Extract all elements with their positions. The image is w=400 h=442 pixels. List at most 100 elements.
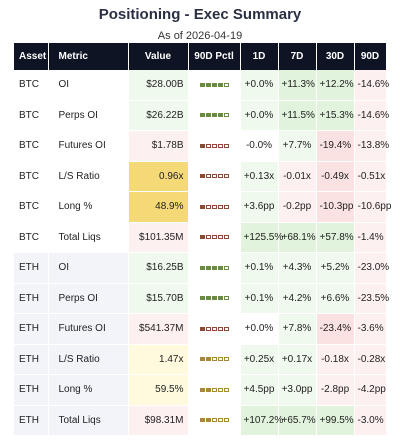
- cell-change-90d: -23.0%: [354, 252, 389, 284]
- cell-asset: ETH: [14, 252, 49, 284]
- cell-value: 0.96x: [128, 161, 189, 192]
- percentile-bar-segment: [217, 82, 223, 87]
- percentile-bar: [199, 235, 229, 240]
- percentile-bar-segment: [223, 113, 229, 118]
- cell-percentile: [188, 344, 241, 375]
- cell-change-1d: +0.0%: [240, 313, 279, 345]
- percentile-bar-segment: [223, 387, 229, 392]
- table-row: ETH Long % 59.5% +4.5pp +3.0pp -2.8pp -4.2pp: [14, 374, 387, 406]
- table-row: ETH Total Liqs $98.31M +107.2% +65.7% +99.5% -…: [14, 405, 387, 436]
- cell-asset: BTC: [14, 100, 49, 131]
- cell-change-90d: -14.6%: [354, 100, 389, 131]
- cell-change-7d: +0.17x: [278, 344, 317, 375]
- cell-asset: BTC: [14, 130, 49, 162]
- percentile-bar-segment: [199, 418, 205, 423]
- column-header-90d[interactable]: 90D: [354, 43, 387, 70]
- column-header-metric[interactable]: Metric: [48, 43, 129, 70]
- percentile-bar-segment: [205, 174, 211, 179]
- cell-change-30d: -19.4%: [316, 130, 355, 162]
- percentile-bar: [199, 296, 229, 301]
- percentile-bar-segment: [217, 265, 223, 270]
- cell-change-90d: -0.51x: [354, 161, 387, 192]
- cell-asset: ETH: [14, 283, 49, 314]
- table-row: BTC Total Liqs $101.35M +125.5% +68.1% +57.8%…: [14, 222, 387, 253]
- column-header-value[interactable]: Value: [128, 43, 189, 70]
- cell-change-90d: -10.6pp: [354, 191, 391, 223]
- cell-metric: L/S Ratio: [48, 344, 129, 375]
- page-title: Positioning - Exec Summary: [98, 6, 302, 23]
- column-header-asset[interactable]: Asset: [14, 43, 49, 70]
- cell-change-30d: +12.2%: [316, 70, 355, 101]
- cell-change-90d: -1.4%: [354, 222, 387, 253]
- percentile-bar-segment: [217, 235, 223, 240]
- cell-change-7d: +11.3%: [278, 70, 317, 101]
- cell-asset: ETH: [14, 374, 49, 406]
- cell-change-1d: +0.0%: [240, 70, 279, 101]
- cell-value: $16.25B: [128, 252, 189, 284]
- percentile-bar-segment: [223, 204, 229, 209]
- percentile-bar-segment: [211, 143, 217, 148]
- cell-change-7d: +65.7%: [278, 405, 317, 436]
- cell-change-1d: +0.1%: [240, 283, 279, 314]
- percentile-bar: [199, 82, 229, 87]
- cell-metric: Long %: [48, 374, 129, 406]
- cell-asset: BTC: [14, 191, 49, 223]
- cell-percentile: [188, 313, 241, 345]
- cell-asset: BTC: [14, 161, 49, 192]
- percentile-bar-segment: [217, 387, 223, 392]
- cell-change-1d: +3.6pp: [240, 191, 279, 223]
- cell-change-90d: -3.0%: [354, 405, 387, 436]
- cell-change-7d: +4.3%: [278, 252, 317, 284]
- percentile-bar-segment: [205, 113, 211, 118]
- table-row: ETH L/S Ratio 1.47x +0.25x +0.17x -0.18x -0.28…: [14, 344, 387, 375]
- cell-change-1d: +4.5pp: [240, 374, 279, 406]
- as-of-date: As of 2026-04-19: [157, 30, 243, 42]
- percentile-bar-segment: [217, 113, 223, 118]
- percentile-bar-segment: [211, 174, 217, 179]
- column-header-7d[interactable]: 7D: [278, 43, 317, 70]
- table-row: ETH OI $16.25B +0.1% +4.3% +5.2% -23.0%: [14, 252, 389, 284]
- percentile-bar-segment: [211, 265, 217, 270]
- percentile-bar-segment: [211, 418, 217, 423]
- percentile-bar-segment: [223, 326, 229, 331]
- percentile-bar-segment: [205, 82, 211, 87]
- percentile-bar: [199, 113, 229, 118]
- cell-change-1d: +0.1%: [240, 252, 279, 284]
- table-row: BTC OI $28.00B +0.0% +11.3% +12.2% -14.6%: [14, 70, 389, 101]
- percentile-bar-segment: [223, 174, 229, 179]
- cell-change-30d: +99.5%: [316, 405, 355, 436]
- cell-value: $101.35M: [128, 222, 189, 253]
- percentile-bar-segment: [223, 265, 229, 270]
- percentile-bar-segment: [223, 143, 229, 148]
- column-header-pctl[interactable]: 90D Pctl: [188, 43, 241, 70]
- table-row: ETH Futures OI $541.37M +0.0% +7.8% -23.4% -3.…: [14, 313, 387, 345]
- percentile-bar-segment: [211, 357, 217, 362]
- cell-change-1d: -0.0%: [240, 130, 279, 162]
- percentile-bar-segment: [223, 418, 229, 423]
- cell-change-1d: +0.25x: [240, 344, 279, 375]
- percentile-bar-segment: [199, 113, 205, 118]
- percentile-bar-segment: [199, 357, 205, 362]
- percentile-bar-segment: [205, 326, 211, 331]
- table-row: BTC Perps OI $26.22B +0.0% +11.5% +15.3% -14.6…: [14, 100, 389, 131]
- cell-change-7d: +68.1%: [278, 222, 317, 253]
- cell-change-30d: -10.3pp: [316, 191, 355, 223]
- cell-change-1d: +125.5%: [240, 222, 283, 253]
- cell-value: $26.22B: [128, 100, 189, 131]
- cell-change-7d: +3.0pp: [278, 374, 317, 406]
- header-row: Asset Metric Value 90D Pctl 1D 7D 30D 90…: [14, 43, 387, 70]
- percentile-bar: [199, 326, 229, 331]
- cell-metric: OI: [48, 70, 129, 101]
- cell-change-30d: +57.8%: [316, 222, 355, 253]
- column-header-1d[interactable]: 1D: [240, 43, 279, 70]
- column-header-30d[interactable]: 30D: [316, 43, 355, 70]
- cell-value: 1.47x: [128, 344, 189, 375]
- percentile-bar-segment: [199, 174, 205, 179]
- percentile-bar: [199, 174, 229, 179]
- percentile-bar-segment: [211, 296, 217, 301]
- percentile-bar-segment: [199, 387, 205, 392]
- cell-change-1d: +0.0%: [240, 100, 279, 131]
- cell-asset: ETH: [14, 313, 49, 345]
- percentile-bar-segment: [199, 82, 205, 87]
- cell-percentile: [188, 130, 241, 162]
